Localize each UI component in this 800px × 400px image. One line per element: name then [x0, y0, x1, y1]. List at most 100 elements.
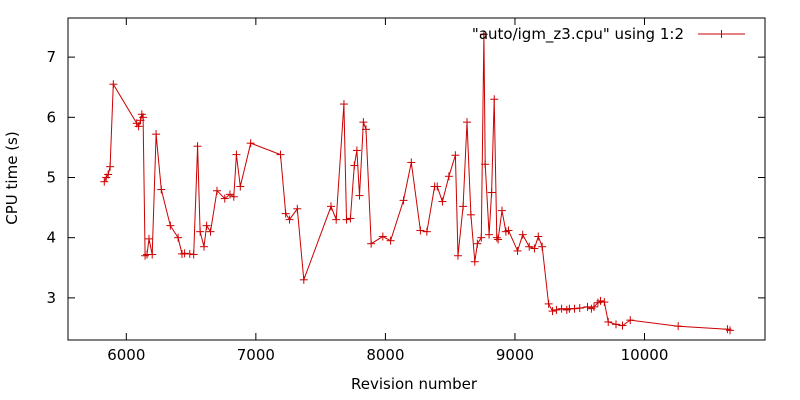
y-tick-label: 5	[46, 168, 56, 186]
data-point	[438, 197, 447, 206]
data-point	[498, 206, 507, 215]
data-point	[494, 235, 503, 244]
y-axis-label: CPU time (s)	[3, 131, 21, 224]
data-point	[134, 122, 143, 131]
data-point	[407, 158, 416, 167]
data-point	[185, 249, 194, 258]
data-point	[339, 100, 348, 109]
data-point	[513, 246, 522, 255]
x-tick-label: 9000	[496, 346, 534, 364]
data-point	[293, 204, 302, 213]
data-point	[534, 232, 543, 241]
data-point	[490, 95, 499, 104]
data-point	[206, 227, 215, 236]
data-point	[604, 317, 613, 326]
data-point	[346, 214, 355, 223]
data-point	[236, 182, 245, 191]
data-point	[612, 320, 621, 329]
data-point	[246, 139, 255, 148]
x-tick-label: 8000	[366, 346, 404, 364]
data-point	[463, 118, 472, 127]
data-point	[433, 182, 442, 191]
data-point	[600, 298, 609, 307]
data-point	[477, 233, 486, 242]
data-point	[106, 162, 115, 171]
data-point	[589, 302, 598, 311]
data-point	[281, 209, 290, 218]
data-point	[285, 215, 294, 224]
data-point	[299, 275, 308, 284]
data-point	[350, 161, 359, 170]
data-point	[518, 230, 527, 239]
x-tick-label: 6000	[107, 346, 145, 364]
plot-frame	[67, 17, 766, 341]
data-point	[141, 251, 150, 260]
data-point	[326, 202, 335, 211]
data-point	[180, 249, 189, 258]
data-point	[367, 239, 376, 248]
data-point	[726, 326, 735, 335]
data-point	[342, 215, 351, 224]
data-point	[196, 227, 205, 236]
data-point	[200, 242, 209, 251]
data-point	[481, 160, 490, 169]
data-point	[453, 251, 462, 260]
data-point	[504, 226, 513, 235]
data-point	[212, 186, 221, 195]
data-point	[166, 221, 175, 230]
data-point	[538, 242, 547, 251]
data-point	[444, 172, 453, 181]
data-point	[174, 233, 183, 242]
y-tick-label: 7	[46, 48, 56, 66]
y-tick-label: 6	[46, 108, 56, 126]
data-point	[229, 192, 238, 201]
axes: 6000 7000 8000 9000 10000 3 4 5 6 7	[46, 17, 766, 364]
data-point	[416, 226, 425, 235]
data-point	[596, 296, 605, 305]
data-point	[232, 150, 241, 159]
data-point	[674, 322, 683, 331]
data-point	[530, 244, 539, 253]
x-tick-label: 7000	[237, 346, 275, 364]
data-point	[189, 250, 198, 259]
data-point	[202, 221, 211, 230]
data-point	[544, 299, 553, 308]
data-point	[109, 80, 118, 89]
data-point	[557, 304, 566, 313]
legend-label: "auto/igm_z3.cpu" using 1:2	[472, 25, 684, 44]
data-point	[575, 304, 584, 313]
data-point	[399, 196, 408, 205]
data-point	[276, 150, 285, 159]
data-point	[148, 250, 157, 259]
data-point	[386, 236, 395, 245]
data-point	[525, 242, 534, 251]
data-point	[487, 188, 496, 197]
data-point	[104, 170, 113, 179]
data-point	[100, 177, 109, 186]
data-point	[220, 194, 229, 203]
data-point	[459, 202, 468, 211]
series-layer	[100, 30, 735, 335]
data-point	[552, 305, 561, 314]
data-point	[378, 232, 387, 241]
data-point	[361, 125, 370, 134]
data-point	[144, 234, 153, 243]
data-point	[332, 215, 341, 224]
x-axis-label: Revision number	[351, 375, 478, 393]
data-point	[473, 239, 482, 248]
data-point	[466, 210, 475, 219]
data-point	[479, 30, 488, 39]
data-point	[492, 233, 501, 242]
y-tick-label: 3	[46, 289, 56, 307]
data-point	[422, 227, 431, 236]
data-point	[193, 142, 202, 151]
data-point	[485, 230, 494, 239]
data-point	[618, 321, 627, 330]
data-point	[152, 130, 161, 139]
legend: "auto/igm_z3.cpu" using 1:2	[472, 25, 745, 44]
data-point	[548, 307, 557, 316]
data-point	[470, 257, 479, 266]
data-point	[626, 316, 635, 325]
y-tick-label: 4	[46, 229, 56, 247]
